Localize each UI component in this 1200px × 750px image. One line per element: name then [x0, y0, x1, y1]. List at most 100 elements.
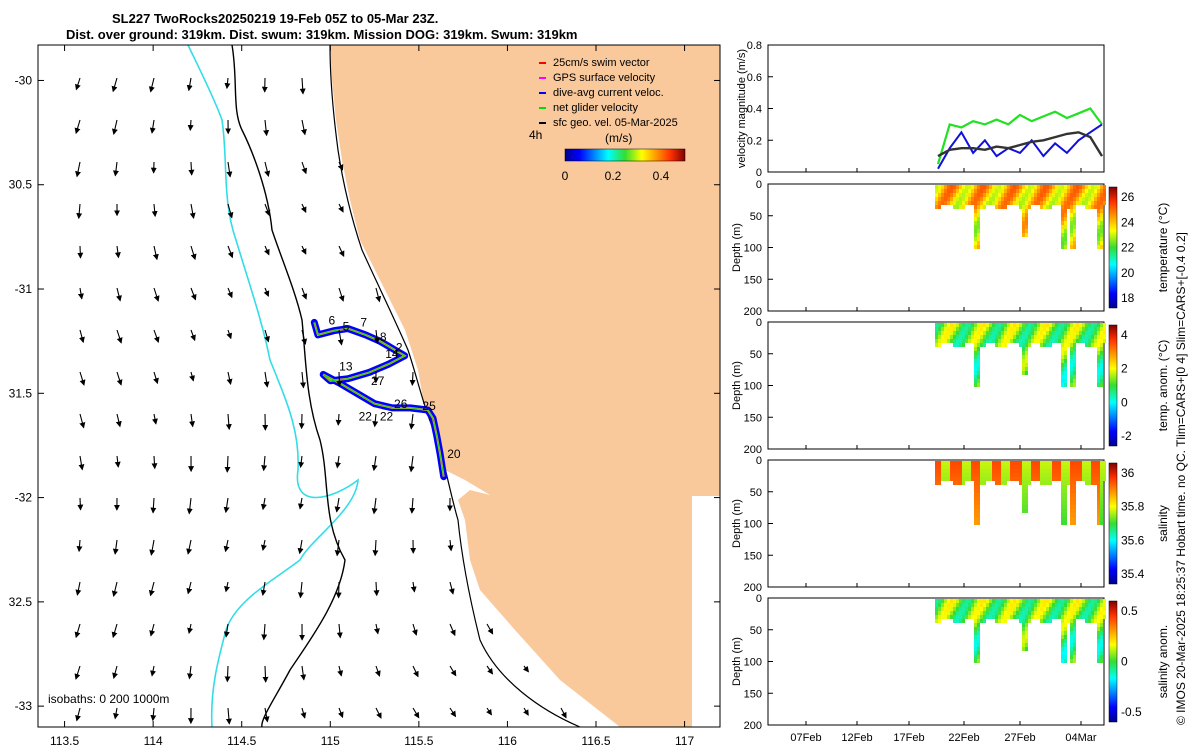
section-cell	[1025, 205, 1028, 209]
section-cell	[1064, 473, 1067, 477]
section-cell	[1067, 327, 1070, 331]
section-cell	[962, 189, 965, 193]
section-cell	[1016, 193, 1019, 197]
section-cell	[965, 185, 968, 189]
section-cell	[1061, 343, 1064, 347]
section-cell	[1022, 647, 1025, 651]
section-cell	[1004, 189, 1007, 193]
section-cell	[1052, 323, 1055, 327]
section-cell	[935, 469, 938, 473]
section-cell	[1064, 371, 1067, 375]
current-vector-arrow	[79, 329, 85, 344]
section-cell	[1004, 461, 1007, 465]
section-cell	[1097, 513, 1100, 517]
section-cell	[1028, 619, 1031, 623]
section-cell	[1097, 379, 1100, 383]
section-cell	[1046, 599, 1049, 603]
section-cell	[998, 189, 1001, 193]
section-cell	[968, 185, 971, 189]
section-cell	[1046, 343, 1049, 347]
section-cell	[1076, 461, 1079, 465]
section-cell	[1061, 335, 1064, 339]
section-cell	[1037, 201, 1040, 205]
section-cell	[938, 185, 941, 189]
section-cell	[1073, 639, 1076, 643]
section-cell	[1022, 343, 1025, 347]
section-cell	[1085, 615, 1088, 619]
section-cell	[947, 331, 950, 335]
section-cell	[1013, 331, 1016, 335]
section-cell	[1022, 213, 1025, 217]
section-cell	[998, 477, 1001, 481]
section-cell	[1055, 185, 1058, 189]
section-cell	[944, 473, 947, 477]
section-cell	[1049, 201, 1052, 205]
section-cell	[953, 469, 956, 473]
section-cell	[968, 603, 971, 607]
section-cell	[1085, 327, 1088, 331]
section-cell	[956, 205, 959, 209]
section-cell	[974, 379, 977, 383]
track-label: 5	[343, 320, 350, 334]
section-cell	[1088, 607, 1091, 611]
section-cell	[1004, 335, 1007, 339]
section-cell	[989, 615, 992, 619]
section-cell	[974, 363, 977, 367]
section-cell	[962, 469, 965, 473]
section-cell	[1097, 193, 1100, 197]
section-cell	[956, 193, 959, 197]
section-cell	[953, 473, 956, 477]
section-cell	[1022, 607, 1025, 611]
section-cell	[1073, 651, 1076, 655]
section-cell	[998, 615, 1001, 619]
section-cell	[1073, 505, 1076, 509]
section-cell	[1100, 465, 1103, 469]
section-cell	[1100, 383, 1103, 387]
section-cell	[995, 461, 998, 465]
section-cell	[1007, 599, 1010, 603]
section-cell	[1013, 185, 1016, 189]
section-cell	[1061, 655, 1064, 659]
section-cell	[1055, 473, 1058, 477]
section-cell	[1025, 229, 1028, 233]
section-cell	[944, 461, 947, 465]
section-cell	[1100, 355, 1103, 359]
section-cell	[1001, 197, 1004, 201]
section-cell	[947, 335, 950, 339]
section-cell	[1082, 477, 1085, 481]
section-cell	[1040, 603, 1043, 607]
section-cell	[1088, 465, 1091, 469]
section-cell	[1070, 481, 1073, 485]
section-cell	[941, 615, 944, 619]
section-cell	[1091, 469, 1094, 473]
current-vector-arrow	[447, 539, 454, 552]
section-cell	[1061, 351, 1064, 355]
section-cell	[1040, 469, 1043, 473]
section-cell	[1004, 599, 1007, 603]
section-cell	[980, 461, 983, 465]
section-cell	[1070, 461, 1073, 465]
section-cell	[935, 481, 938, 485]
section-cell	[995, 189, 998, 193]
current-vector-arrow	[188, 161, 195, 176]
section-cell	[1013, 189, 1016, 193]
section-cell	[968, 465, 971, 469]
section-cell	[938, 465, 941, 469]
section-cell	[974, 607, 977, 611]
section-cell	[1073, 635, 1076, 639]
section-cell	[1016, 327, 1019, 331]
panel-colorbar-label: salinity	[1156, 505, 1170, 542]
section-cell	[995, 335, 998, 339]
section-cell	[1013, 465, 1016, 469]
current-vector-arrow	[338, 245, 345, 258]
section-cell	[1001, 335, 1004, 339]
section-cell	[1013, 615, 1016, 619]
panel-xtick-label: 27Feb	[1004, 732, 1035, 744]
panel-ytick-label: 0.6	[747, 72, 762, 84]
section-cell	[977, 339, 980, 343]
section-cell	[1037, 615, 1040, 619]
current-vector-arrow	[300, 665, 307, 681]
section-cell	[941, 339, 944, 343]
section-cell	[971, 185, 974, 189]
